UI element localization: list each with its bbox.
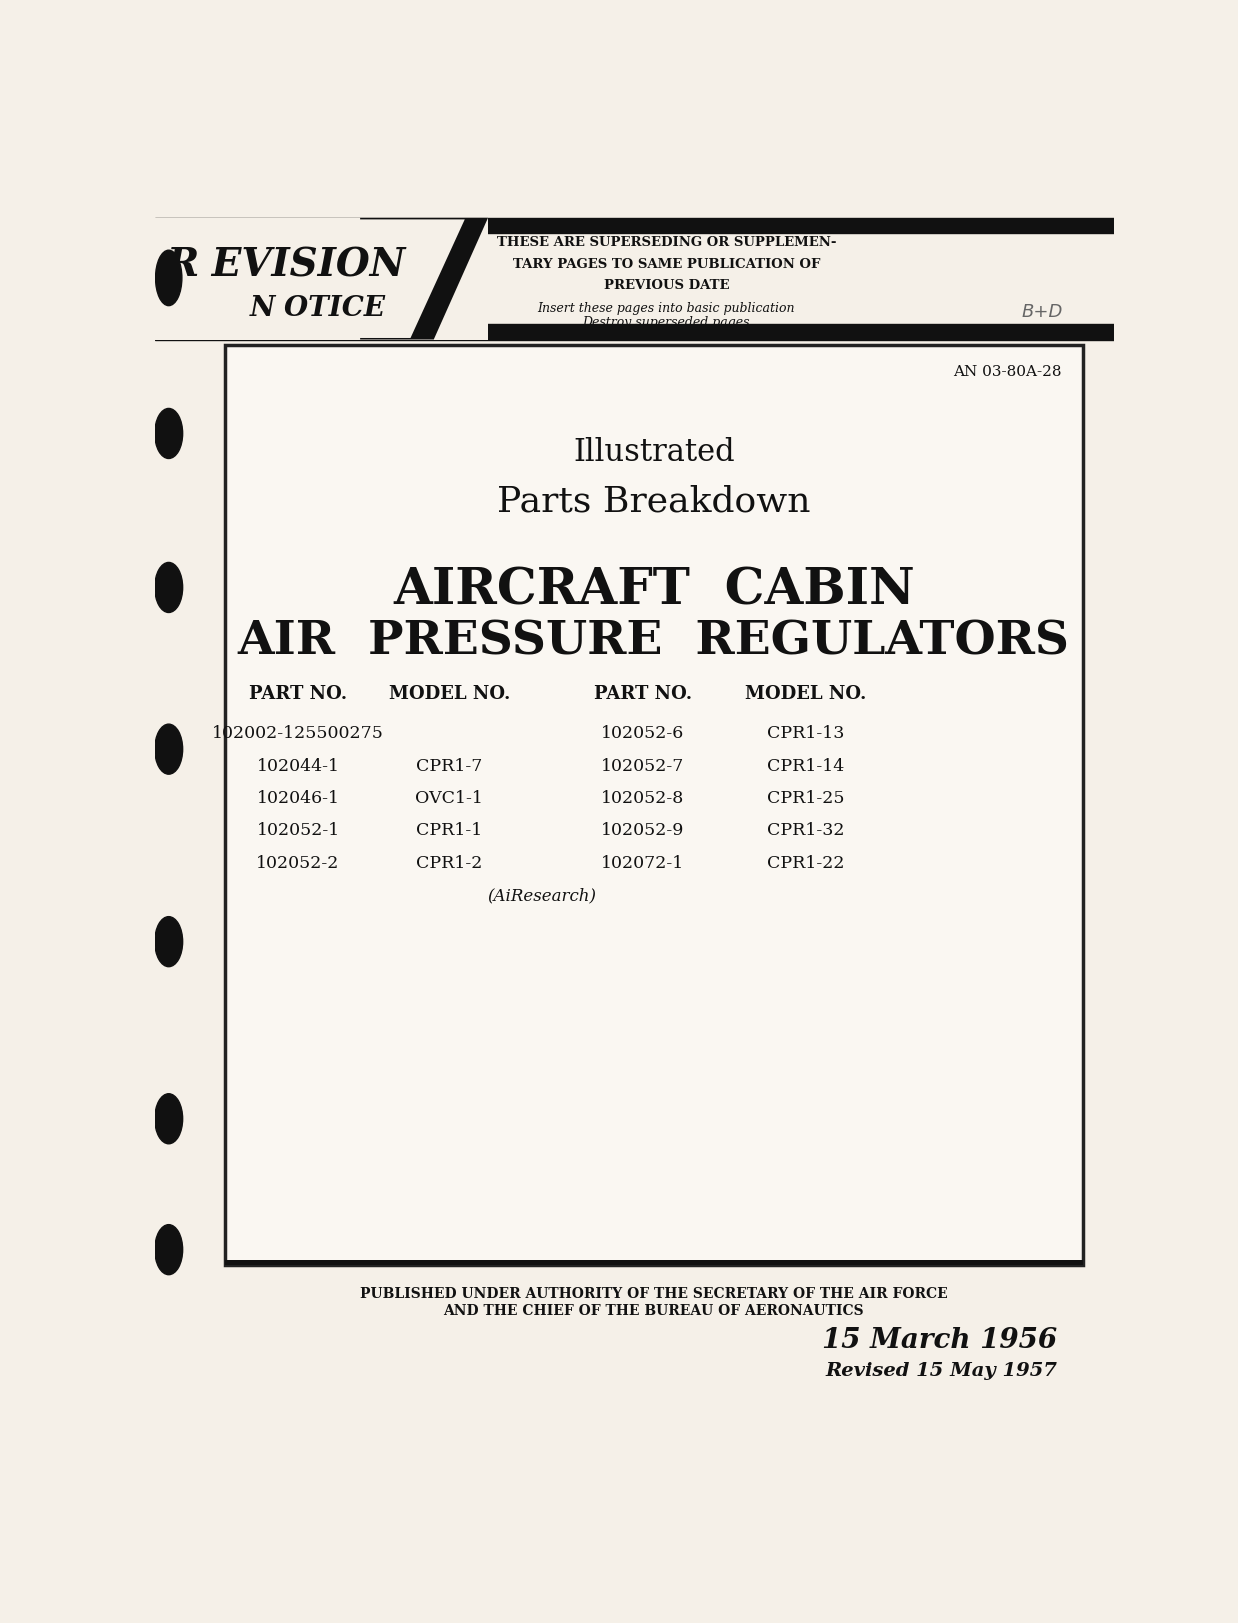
Polygon shape (155, 219, 464, 338)
Text: (AiResearch): (AiResearch) (488, 886, 597, 904)
Text: 102052-7: 102052-7 (602, 758, 685, 774)
Text: Parts Breakdown: Parts Breakdown (498, 484, 811, 518)
Text: 102052-9: 102052-9 (602, 823, 685, 839)
Text: R EVISION: R EVISION (167, 247, 406, 284)
Ellipse shape (155, 917, 183, 967)
Ellipse shape (155, 563, 183, 612)
Text: OVC1-1: OVC1-1 (415, 790, 483, 807)
Text: CPR1-7: CPR1-7 (416, 758, 483, 774)
Text: 15 March 1956: 15 March 1956 (822, 1328, 1057, 1354)
Polygon shape (360, 217, 488, 339)
Bar (224, 1259, 1083, 1264)
Ellipse shape (155, 1094, 183, 1144)
Text: CPR1-1: CPR1-1 (416, 823, 483, 839)
Text: PART NO.: PART NO. (594, 685, 692, 703)
Text: CPR1-32: CPR1-32 (768, 823, 844, 839)
Text: PUBLISHED UNDER AUTHORITY OF THE SECRETARY OF THE AIR FORCE: PUBLISHED UNDER AUTHORITY OF THE SECRETA… (360, 1287, 948, 1302)
Text: Illustrated: Illustrated (573, 437, 734, 467)
Text: PART NO.: PART NO. (249, 685, 347, 703)
Bar (224, 346, 1083, 1264)
Text: THESE ARE SUPERSEDING OR SUPPLEMEN-: THESE ARE SUPERSEDING OR SUPPLEMEN- (496, 235, 836, 248)
Bar (155, 217, 1114, 234)
Text: 102046-1: 102046-1 (256, 790, 339, 807)
Text: PREVIOUS DATE: PREVIOUS DATE (603, 279, 729, 292)
Text: Destroy superseded pages: Destroy superseded pages (583, 316, 750, 329)
Text: Insert these pages into basic publication: Insert these pages into basic publicatio… (537, 302, 795, 315)
Bar (155, 325, 1114, 339)
Text: CPR1-13: CPR1-13 (768, 725, 844, 742)
Text: 102072-1: 102072-1 (602, 855, 685, 872)
Ellipse shape (156, 250, 182, 305)
Text: Revised 15 May 1957: Revised 15 May 1957 (826, 1362, 1057, 1380)
Text: CPR1-14: CPR1-14 (768, 758, 844, 774)
Text: 102052-1: 102052-1 (256, 823, 339, 839)
Text: AIRCRAFT  CABIN: AIRCRAFT CABIN (392, 566, 915, 615)
Text: CPR1-25: CPR1-25 (768, 790, 844, 807)
Text: AIR  PRESSURE  REGULATORS: AIR PRESSURE REGULATORS (238, 618, 1070, 664)
Text: 102044-1: 102044-1 (256, 758, 339, 774)
Text: B+D: B+D (1021, 304, 1062, 321)
Text: 102002-125500275: 102002-125500275 (212, 725, 384, 742)
Text: CPR1-22: CPR1-22 (768, 855, 844, 872)
Ellipse shape (155, 409, 183, 458)
Text: AND THE CHIEF OF THE BUREAU OF AERONAUTICS: AND THE CHIEF OF THE BUREAU OF AERONAUTI… (443, 1305, 864, 1318)
Text: N OTICE: N OTICE (250, 295, 385, 323)
Text: AN 03-80A-28: AN 03-80A-28 (953, 365, 1061, 378)
Ellipse shape (155, 724, 183, 774)
Text: TARY PAGES TO SAME PUBLICATION OF: TARY PAGES TO SAME PUBLICATION OF (513, 258, 820, 271)
Text: 102052-6: 102052-6 (602, 725, 685, 742)
Text: 102052-8: 102052-8 (602, 790, 685, 807)
Text: MODEL NO.: MODEL NO. (389, 685, 510, 703)
Polygon shape (155, 217, 488, 339)
Text: CPR1-2: CPR1-2 (416, 855, 483, 872)
Text: 102052-2: 102052-2 (256, 855, 339, 872)
Ellipse shape (155, 1225, 183, 1274)
Text: MODEL NO.: MODEL NO. (745, 685, 867, 703)
